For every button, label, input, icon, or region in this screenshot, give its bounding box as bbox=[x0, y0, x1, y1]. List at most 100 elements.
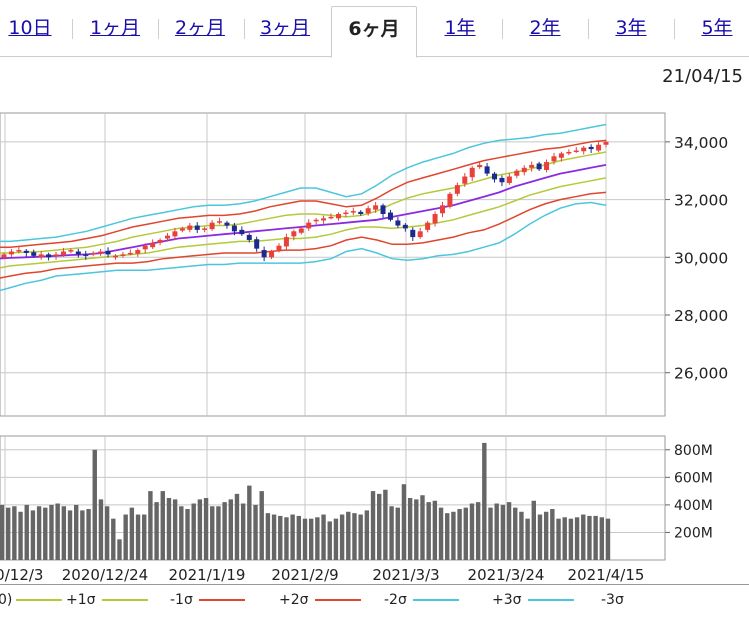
volume-bar bbox=[494, 503, 499, 560]
candle-up bbox=[172, 231, 178, 237]
legend-label: +3σ bbox=[492, 592, 522, 608]
candle-up bbox=[135, 250, 141, 254]
volume-tick-label: 600M bbox=[674, 470, 713, 486]
volume-bar bbox=[370, 491, 376, 560]
legend-item-minus1sigma: -1σ bbox=[170, 591, 249, 609]
tab-2-years[interactable]: 2年 bbox=[529, 17, 561, 39]
tab-separator bbox=[588, 19, 589, 39]
candle-up bbox=[521, 167, 527, 173]
candle-up bbox=[283, 237, 289, 247]
volume-bar bbox=[5, 507, 11, 560]
candle-up bbox=[603, 141, 609, 145]
legend-swatch bbox=[16, 599, 63, 601]
stock-chart: 34,000 32,000 30,000 28,000 26,000 800M 600M 4… bbox=[0, 112, 728, 584]
volume-bar bbox=[191, 503, 196, 560]
tab-1-year[interactable]: 1年 bbox=[444, 17, 476, 39]
candle-up bbox=[425, 222, 431, 230]
volume-bar bbox=[531, 500, 536, 560]
volume-bar bbox=[135, 514, 141, 560]
volume-bar bbox=[482, 442, 487, 560]
candle-up bbox=[365, 208, 371, 214]
candle-up bbox=[165, 235, 171, 239]
candle-up bbox=[551, 156, 557, 162]
volume-bar bbox=[284, 517, 289, 560]
volume-bar bbox=[148, 491, 153, 560]
volume-bar bbox=[414, 499, 419, 560]
candle-up bbox=[202, 228, 208, 230]
tab-3-months[interactable]: 3ヶ月 bbox=[259, 17, 311, 39]
volume-bar bbox=[210, 506, 215, 560]
volume-bar bbox=[142, 514, 147, 560]
volume-bar bbox=[593, 515, 598, 560]
volume-bar bbox=[401, 484, 407, 560]
date-tick-label: 2021/2/9 bbox=[271, 566, 338, 584]
volume-bar bbox=[129, 507, 135, 560]
candle-down bbox=[499, 177, 505, 183]
band-minus3-line bbox=[0, 201, 607, 292]
volume-bar bbox=[333, 518, 339, 560]
tab-5-years[interactable]: 5年 bbox=[701, 17, 733, 39]
tab-2-months[interactable]: 2ヶ月 bbox=[174, 17, 226, 39]
candle-up bbox=[127, 252, 133, 255]
tab-3-years[interactable]: 3年 bbox=[615, 17, 647, 39]
candle-up bbox=[343, 212, 349, 215]
volume-bar bbox=[457, 509, 462, 560]
volume-bar bbox=[389, 506, 394, 560]
volume-bar bbox=[24, 504, 29, 560]
legend-label: -2σ bbox=[384, 592, 407, 608]
candle-up bbox=[68, 250, 74, 252]
candle-up bbox=[90, 252, 96, 255]
volume-bar bbox=[327, 521, 332, 560]
legend-swatch bbox=[412, 599, 459, 601]
legend-swatch bbox=[527, 599, 574, 601]
candle-up bbox=[321, 218, 327, 221]
candle-up bbox=[120, 254, 126, 256]
volume-bar bbox=[12, 506, 17, 560]
volume-bars bbox=[0, 442, 611, 560]
candle-up bbox=[157, 239, 163, 243]
volume-bar bbox=[426, 502, 431, 560]
volume-bar bbox=[49, 504, 54, 560]
volume-bar bbox=[228, 499, 233, 560]
candle-up bbox=[179, 228, 185, 231]
date-tick-label: 2021/4/15 bbox=[568, 566, 645, 584]
volume-bar bbox=[0, 504, 5, 560]
candle-down bbox=[402, 224, 408, 229]
volume-bar bbox=[80, 510, 85, 560]
candle-down bbox=[254, 239, 260, 249]
candle-up bbox=[150, 242, 156, 248]
volume-bar bbox=[222, 502, 227, 560]
volume-bar bbox=[525, 518, 530, 560]
legend-swatch bbox=[198, 599, 245, 601]
volume-bar bbox=[216, 506, 221, 560]
tab-6-months[interactable]: 6ヶ月 bbox=[331, 6, 417, 58]
candle-down bbox=[75, 251, 81, 255]
volume-bar bbox=[160, 491, 165, 560]
tab-1-month[interactable]: 1ヶ月 bbox=[89, 17, 141, 39]
candle-up bbox=[469, 167, 475, 178]
candle-down bbox=[492, 173, 498, 180]
volume-tick-label: 200M bbox=[674, 525, 713, 541]
price-axis-ticks: 34,000 32,000 30,000 28,000 26,000 bbox=[665, 134, 728, 383]
volume-bar bbox=[574, 517, 580, 560]
candle-up bbox=[313, 219, 319, 222]
candle-down bbox=[224, 222, 230, 226]
candle-down bbox=[46, 254, 52, 258]
tab-separator bbox=[72, 19, 73, 39]
tab-10-days[interactable]: 10日 bbox=[8, 17, 52, 39]
candle-up bbox=[447, 193, 453, 207]
candle-up bbox=[187, 225, 193, 230]
volume-bar bbox=[18, 511, 23, 560]
volume-bar bbox=[43, 507, 48, 560]
date-tick-label: 2020/12/3 bbox=[0, 566, 43, 584]
volume-bar bbox=[587, 515, 592, 560]
candle-down bbox=[83, 254, 89, 256]
volume-bar bbox=[488, 507, 493, 560]
volume-bar bbox=[117, 539, 122, 560]
volume-bar bbox=[451, 511, 456, 560]
period-tab-bar: 10日 1ヶ月 2ヶ月 3ヶ月 6ヶ月 1年 2年 3年 5年 bbox=[0, 0, 749, 58]
volume-bar bbox=[463, 507, 468, 560]
volume-bar bbox=[197, 499, 203, 560]
band-plus3-line bbox=[0, 123, 607, 243]
tab-separator bbox=[674, 19, 675, 39]
